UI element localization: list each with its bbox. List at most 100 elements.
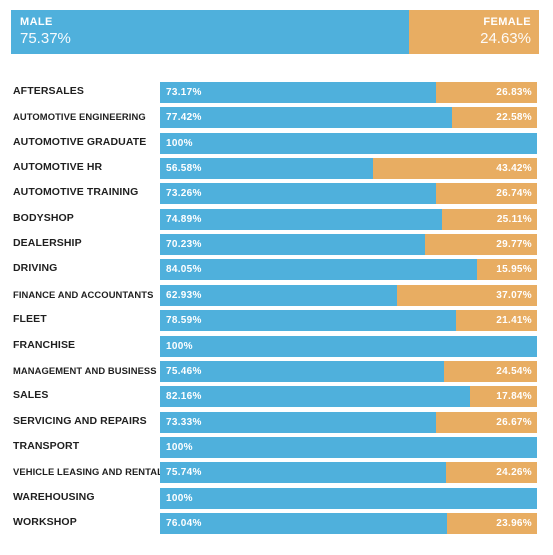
female-value-label: 25.11% [496, 213, 532, 225]
female-summary-value: 24.63% [480, 30, 531, 47]
male-bar-segment: 82.16% [160, 386, 470, 408]
female-value-label: 37.07% [496, 289, 532, 301]
male-value-label: 77.42% [166, 112, 202, 124]
female-bar-segment: 24.54% [444, 360, 537, 382]
male-value-label: 70.23% [166, 239, 202, 251]
male-summary-label: MALE [20, 16, 53, 28]
male-bar-segment: 75.46% [160, 360, 445, 382]
stacked-bar: 73.33% 26.67% [160, 411, 537, 433]
female-value-label: 17.84% [496, 391, 532, 403]
male-bar-segment: 73.26% [160, 183, 437, 205]
stacked-bar: 75.74% 24.26% [160, 462, 537, 484]
category-label: AUTOMOTIVE GRADUATE [13, 135, 147, 148]
female-bar-segment: 24.26% [445, 462, 537, 484]
male-bar-segment: 74.89% [160, 208, 443, 230]
category-row: VEHICLE LEASING AND RENTAL 75.74% 24.26% [0, 462, 553, 484]
stacked-bar: 70.23% 29.77% [160, 234, 537, 256]
male-value-label: 100% [166, 441, 193, 453]
stacked-bar: 77.42% 22.58% [160, 107, 537, 129]
category-label: TRANSPORT [13, 439, 80, 452]
female-bar-segment: 26.67% [436, 411, 537, 433]
category-label: BODYSHOP [13, 211, 74, 224]
stacked-bar: 82.16% 17.84% [160, 386, 537, 408]
male-bar-segment: 76.04% [160, 512, 447, 534]
stacked-bar: 62.93% 37.07% [160, 284, 537, 306]
category-label: AFTERSALES [13, 85, 85, 97]
category-label: WORKSHOP [13, 515, 77, 528]
male-bar-segment: 77.42% [160, 107, 452, 129]
stacked-bar: 100% [160, 487, 537, 509]
category-row: WAREHOUSING 100% [0, 487, 553, 509]
male-bar-segment: 78.59% [160, 310, 457, 332]
category-label: FLEET [13, 313, 47, 326]
category-row: DEALERSHIP 70.23% 29.77% [0, 234, 553, 256]
male-bar-segment: 100% [160, 335, 537, 357]
male-value-label: 56.58% [166, 163, 202, 175]
stacked-bar: 100% [160, 335, 537, 357]
female-value-label: 22.58% [496, 112, 532, 124]
female-bar-segment: 21.41% [456, 310, 537, 332]
category-row: AUTOMOTIVE TRAINING 73.26% 26.74% [0, 183, 553, 205]
category-row: AFTERSALES 73.17% 26.83% [0, 82, 553, 103]
male-bar-segment: 75.74% [160, 462, 446, 484]
female-bar-segment: 23.96% [446, 512, 537, 534]
male-value-label: 73.17% [166, 87, 202, 98]
male-value-label: 100% [166, 137, 193, 149]
male-value-label: 73.26% [166, 188, 202, 200]
category-label: VEHICLE LEASING AND RENTAL [13, 466, 163, 478]
category-label: SALES [13, 389, 49, 402]
category-row: SERVICING AND REPAIRS 73.33% 26.67% [0, 411, 553, 433]
category-row: FLEET 78.59% 21.41% [0, 310, 553, 332]
category-label: AUTOMOTIVE HR [13, 161, 103, 174]
stacked-bar: 73.26% 26.74% [160, 183, 537, 205]
category-row: BODYSHOP 74.89% 25.11% [0, 208, 553, 230]
category-row: FRANCHISE 100% [0, 335, 553, 357]
female-value-label: 26.83% [496, 87, 532, 98]
stacked-bar: 78.59% 21.41% [160, 310, 537, 332]
male-value-label: 76.04% [166, 517, 202, 529]
male-bar-segment: 84.05% [160, 259, 477, 281]
stacked-bar: 100% [160, 436, 537, 458]
female-value-label: 29.77% [496, 239, 532, 251]
male-bar-segment: 100% [160, 132, 537, 154]
male-value-label: 100% [166, 340, 193, 352]
female-bar-segment: 26.74% [436, 183, 537, 205]
stacked-bar: 56.58% 43.42% [160, 158, 537, 180]
stacked-bar: 74.89% 25.11% [160, 208, 537, 230]
category-row: WORKSHOP 76.04% 23.96% [0, 512, 553, 534]
male-value-label: 100% [166, 492, 193, 504]
male-value-label: 75.74% [166, 467, 202, 479]
category-label: FINANCE AND ACCOUNTANTS [13, 288, 154, 300]
category-label: FRANCHISE [13, 338, 76, 351]
overall-female-segment: FEMALE 24.63% [408, 10, 539, 54]
category-row: FINANCE AND ACCOUNTANTS 62.93% 37.07% [0, 284, 553, 306]
female-value-label: 26.67% [496, 416, 532, 428]
category-label: DRIVING [13, 262, 58, 275]
category-label: AUTOMOTIVE TRAINING [13, 186, 139, 199]
female-value-label: 43.42% [496, 163, 532, 175]
stacked-bar: 73.17% 26.83% [160, 82, 537, 103]
male-value-label: 82.16% [166, 391, 202, 403]
female-value-label: 15.95% [496, 264, 532, 276]
category-row: DRIVING 84.05% 15.95% [0, 259, 553, 281]
male-bar-segment: 100% [160, 487, 537, 509]
male-bar-segment: 73.33% [160, 411, 437, 433]
category-row: AUTOMOTIVE GRADUATE 100% [0, 132, 553, 154]
female-bar-segment: 17.84% [469, 386, 537, 408]
stacked-bar: 75.46% 24.54% [160, 360, 537, 382]
overall-male-segment: MALE 75.37% [11, 10, 409, 54]
category-row: MANAGEMENT AND BUSINESS 75.46% 24.54% [0, 360, 553, 382]
male-value-label: 74.89% [166, 213, 202, 225]
male-bar-segment: 70.23% [160, 234, 425, 256]
male-bar-segment: 56.58% [160, 158, 374, 180]
female-bar-segment: 15.95% [476, 259, 537, 281]
male-bar-segment: 100% [160, 436, 537, 458]
stacked-bar: 100% [160, 132, 537, 154]
male-value-label: 73.33% [166, 416, 202, 428]
male-value-label: 62.93% [166, 289, 202, 301]
male-value-label: 75.46% [166, 365, 202, 377]
female-value-label: 23.96% [496, 517, 532, 529]
category-row: AUTOMOTIVE HR 56.58% 43.42% [0, 158, 553, 180]
female-bar-segment: 43.42% [373, 158, 537, 180]
